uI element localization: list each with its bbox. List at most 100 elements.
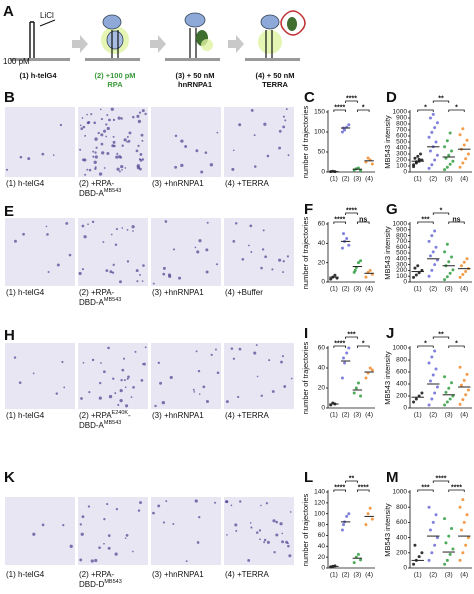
spot [196, 250, 200, 254]
axis [327, 490, 375, 569]
data-point [430, 130, 434, 134]
spot [100, 362, 102, 364]
y-tick-label: 0 [403, 565, 407, 572]
spot [99, 108, 102, 111]
significance-bracket [345, 100, 358, 103]
data-point [427, 505, 431, 509]
spot [115, 507, 119, 511]
data-point [433, 391, 437, 395]
spot [103, 518, 106, 521]
spot [278, 146, 282, 150]
spot [90, 113, 93, 116]
surface [85, 58, 140, 61]
data-point [458, 275, 462, 279]
label-part: (2) +RPA [79, 411, 112, 420]
spot [144, 112, 147, 116]
spot [262, 229, 265, 232]
x-tick-label: (3) [353, 572, 361, 579]
spot [184, 145, 188, 148]
spot [106, 114, 109, 117]
y-tick-label: 1000 [393, 345, 408, 352]
significance-bracket [432, 336, 450, 339]
spot [130, 396, 133, 398]
spot [159, 381, 163, 385]
label-part: (1) h-telG4 [6, 411, 45, 420]
image-label: (1) h-telG4 [6, 411, 45, 420]
spot [103, 167, 106, 169]
x-tick-label: (1) [414, 286, 422, 293]
spot [280, 360, 283, 364]
spot [86, 121, 90, 125]
spot [126, 135, 129, 138]
spot [128, 131, 132, 135]
spot [194, 246, 197, 249]
label-part: (1) h-telG4 [6, 288, 45, 297]
data-point [364, 376, 368, 380]
spot [255, 531, 259, 534]
spot [157, 361, 160, 364]
step-label: RPA [107, 80, 123, 89]
image-label: (3) +hnRNPA1 [152, 288, 204, 297]
spot [272, 519, 276, 523]
spot [105, 269, 109, 273]
data-point [448, 552, 452, 556]
spot [136, 164, 140, 168]
spot [123, 138, 127, 142]
spot [124, 537, 127, 539]
y-tick-label: 900 [396, 115, 407, 122]
spot [152, 511, 155, 515]
axis [327, 346, 375, 409]
data-point [434, 245, 438, 249]
significance-label: **** [334, 484, 345, 491]
significance-label: **** [346, 207, 357, 214]
axis [327, 110, 375, 173]
image-label: (2) +RPA- [79, 179, 115, 188]
spot [84, 173, 87, 176]
data-point [359, 169, 363, 173]
data-point [368, 506, 372, 510]
data-point [433, 126, 437, 130]
spot [174, 165, 178, 169]
y-tick-label: 200 [396, 267, 407, 274]
panel-letter: M [386, 469, 399, 486]
spot [259, 538, 261, 541]
data-point [430, 397, 434, 401]
spot [88, 391, 91, 394]
spot [290, 377, 293, 380]
spot [282, 125, 286, 129]
salt-label: LiCl [40, 11, 54, 20]
spot [180, 139, 184, 143]
spot [281, 532, 284, 535]
x-tick-label: (3) [445, 286, 453, 293]
data-point [445, 400, 449, 404]
spot [117, 116, 121, 120]
spot [255, 344, 258, 346]
spot [250, 109, 254, 112]
y-tick-label: 1000 [393, 489, 408, 496]
spot [123, 379, 126, 382]
y-tick-label: 120 [314, 500, 325, 507]
conc-label: 100 pM [3, 57, 30, 66]
spot [165, 500, 168, 503]
data-point [342, 232, 346, 236]
step-label: (4) + 50 nM [256, 71, 295, 80]
spot [99, 381, 102, 385]
spot [250, 526, 253, 529]
superscript: MB543 [104, 420, 121, 426]
micrograph [78, 218, 148, 286]
spot [249, 224, 253, 228]
data-point [458, 365, 462, 369]
significance-label: * [455, 104, 458, 111]
spot [239, 500, 242, 503]
spot [81, 515, 85, 519]
significance-bracket [356, 109, 370, 112]
significance-label: *** [421, 216, 429, 223]
data-point [366, 512, 370, 516]
spot [83, 235, 87, 239]
spot [138, 111, 142, 114]
spot [86, 168, 89, 171]
data-point [459, 383, 463, 387]
spot [127, 139, 131, 143]
spot [193, 391, 196, 393]
